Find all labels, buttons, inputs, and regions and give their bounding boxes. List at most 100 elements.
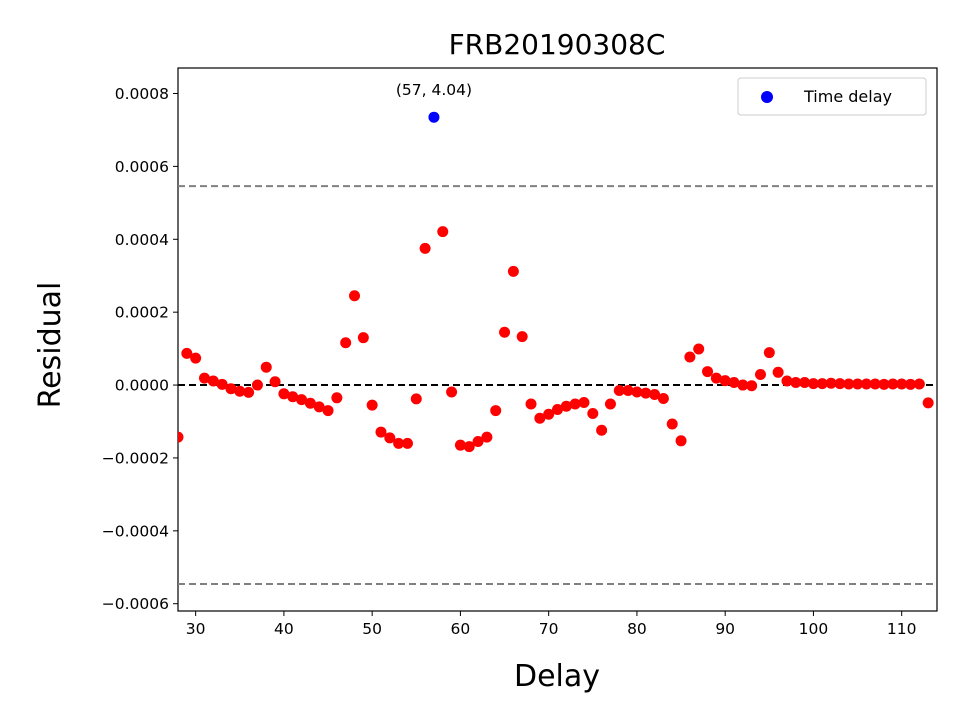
residual-point (596, 424, 608, 436)
residual-point (622, 385, 634, 397)
residual-point (178, 431, 184, 443)
residual-point (490, 405, 502, 417)
x-axis-label: Delay (514, 659, 600, 694)
residual-point (410, 393, 422, 405)
residual-point (198, 372, 210, 384)
residual-point (499, 326, 511, 338)
residual-point (375, 426, 387, 438)
legend: Time delay (737, 77, 927, 116)
residual-point (887, 378, 899, 390)
residual-point (243, 386, 255, 398)
residual-point (657, 393, 669, 405)
residual-point (269, 376, 281, 388)
residual-point (860, 378, 872, 390)
residual-point (207, 375, 219, 387)
residual-point (719, 375, 731, 387)
residual-point (349, 290, 361, 302)
residual-point (578, 397, 590, 409)
axes-frame (177, 67, 938, 612)
residual-point (296, 394, 308, 406)
residual-point (869, 378, 881, 390)
residual-point (543, 408, 555, 420)
y-axis-label: Residual (33, 282, 68, 409)
residual-point (728, 377, 740, 389)
residual-point (852, 378, 864, 390)
residual-point (454, 439, 466, 451)
y-tick-label: 0.0002 (115, 304, 169, 322)
residual-point (384, 432, 396, 444)
residual-point (472, 436, 484, 448)
y-tick-label: −0.0006 (102, 595, 169, 613)
residual-point (234, 385, 246, 397)
residual-point (905, 378, 917, 390)
residual-point (604, 398, 616, 410)
x-tick-label: 100 (799, 620, 829, 638)
residual-point (640, 387, 652, 399)
residual-point (507, 265, 519, 277)
residual-point (631, 386, 643, 398)
x-tick-label: 50 (362, 620, 382, 638)
time-delay-point (428, 111, 440, 123)
residual-point (807, 378, 819, 390)
residual-point (878, 378, 890, 390)
x-tick-label: 60 (451, 620, 471, 638)
y-tick-label: 0.0000 (115, 377, 169, 395)
residual-point (587, 407, 599, 419)
y-tick-label: −0.0004 (102, 522, 169, 540)
residual-point (560, 400, 572, 412)
residual-point (393, 437, 405, 449)
residual-point (190, 352, 202, 364)
residual-point (287, 391, 299, 403)
legend-box (737, 77, 927, 116)
x-tick-label: 40 (274, 620, 294, 638)
residual-point (816, 378, 828, 390)
residual-point (525, 398, 537, 410)
legend-label-time-delay: Time delay (803, 87, 892, 106)
chart-title: FRB20190308C (449, 28, 666, 61)
legend-marker-time-delay (761, 91, 773, 103)
residual-point (754, 368, 766, 380)
y-tick-label: 0.0008 (115, 85, 169, 103)
residual-point (278, 388, 290, 400)
residual-point (772, 366, 784, 378)
residual-point (702, 366, 714, 378)
plot-area (177, 67, 938, 612)
x-tick-label: 110 (887, 620, 917, 638)
y-axis-ticks: −0.0006 −0.0004 −0.0002 0.0000 0.0002 0.0004 0… (102, 85, 178, 613)
residual-point (437, 226, 449, 238)
residual-point (260, 361, 272, 373)
residual-point (534, 412, 546, 424)
residual-point (666, 418, 678, 430)
residual-point (896, 378, 908, 390)
residual-point (313, 401, 325, 413)
residual-point (843, 378, 855, 390)
x-tick-label: 90 (715, 620, 735, 638)
residual-point (225, 383, 237, 395)
residual-point (684, 351, 696, 363)
residual-point (710, 372, 722, 384)
residual-point (834, 378, 846, 390)
y-tick-label: 0.0006 (115, 158, 169, 176)
residual-point (401, 437, 413, 449)
residual-point (763, 347, 775, 359)
residual-point (322, 405, 334, 417)
residual-point (790, 377, 802, 389)
residual-point (181, 347, 193, 359)
residual-point (825, 377, 837, 389)
residual-point (419, 242, 431, 254)
residual-point (675, 435, 687, 447)
residual-point (340, 337, 352, 349)
y-tick-label: 0.0004 (115, 231, 169, 249)
residual-point (913, 378, 925, 390)
residual-point (746, 380, 758, 392)
residual-point (781, 375, 793, 387)
x-tick-label: 30 (186, 620, 206, 638)
residual-point (649, 389, 661, 401)
x-tick-label: 80 (627, 620, 647, 638)
x-axis-ticks: 30 40 50 60 70 80 90 100 110 (186, 611, 917, 638)
residual-point (366, 399, 378, 411)
residual-point (331, 392, 343, 404)
residual-point (463, 441, 475, 453)
residual-point (357, 332, 369, 344)
